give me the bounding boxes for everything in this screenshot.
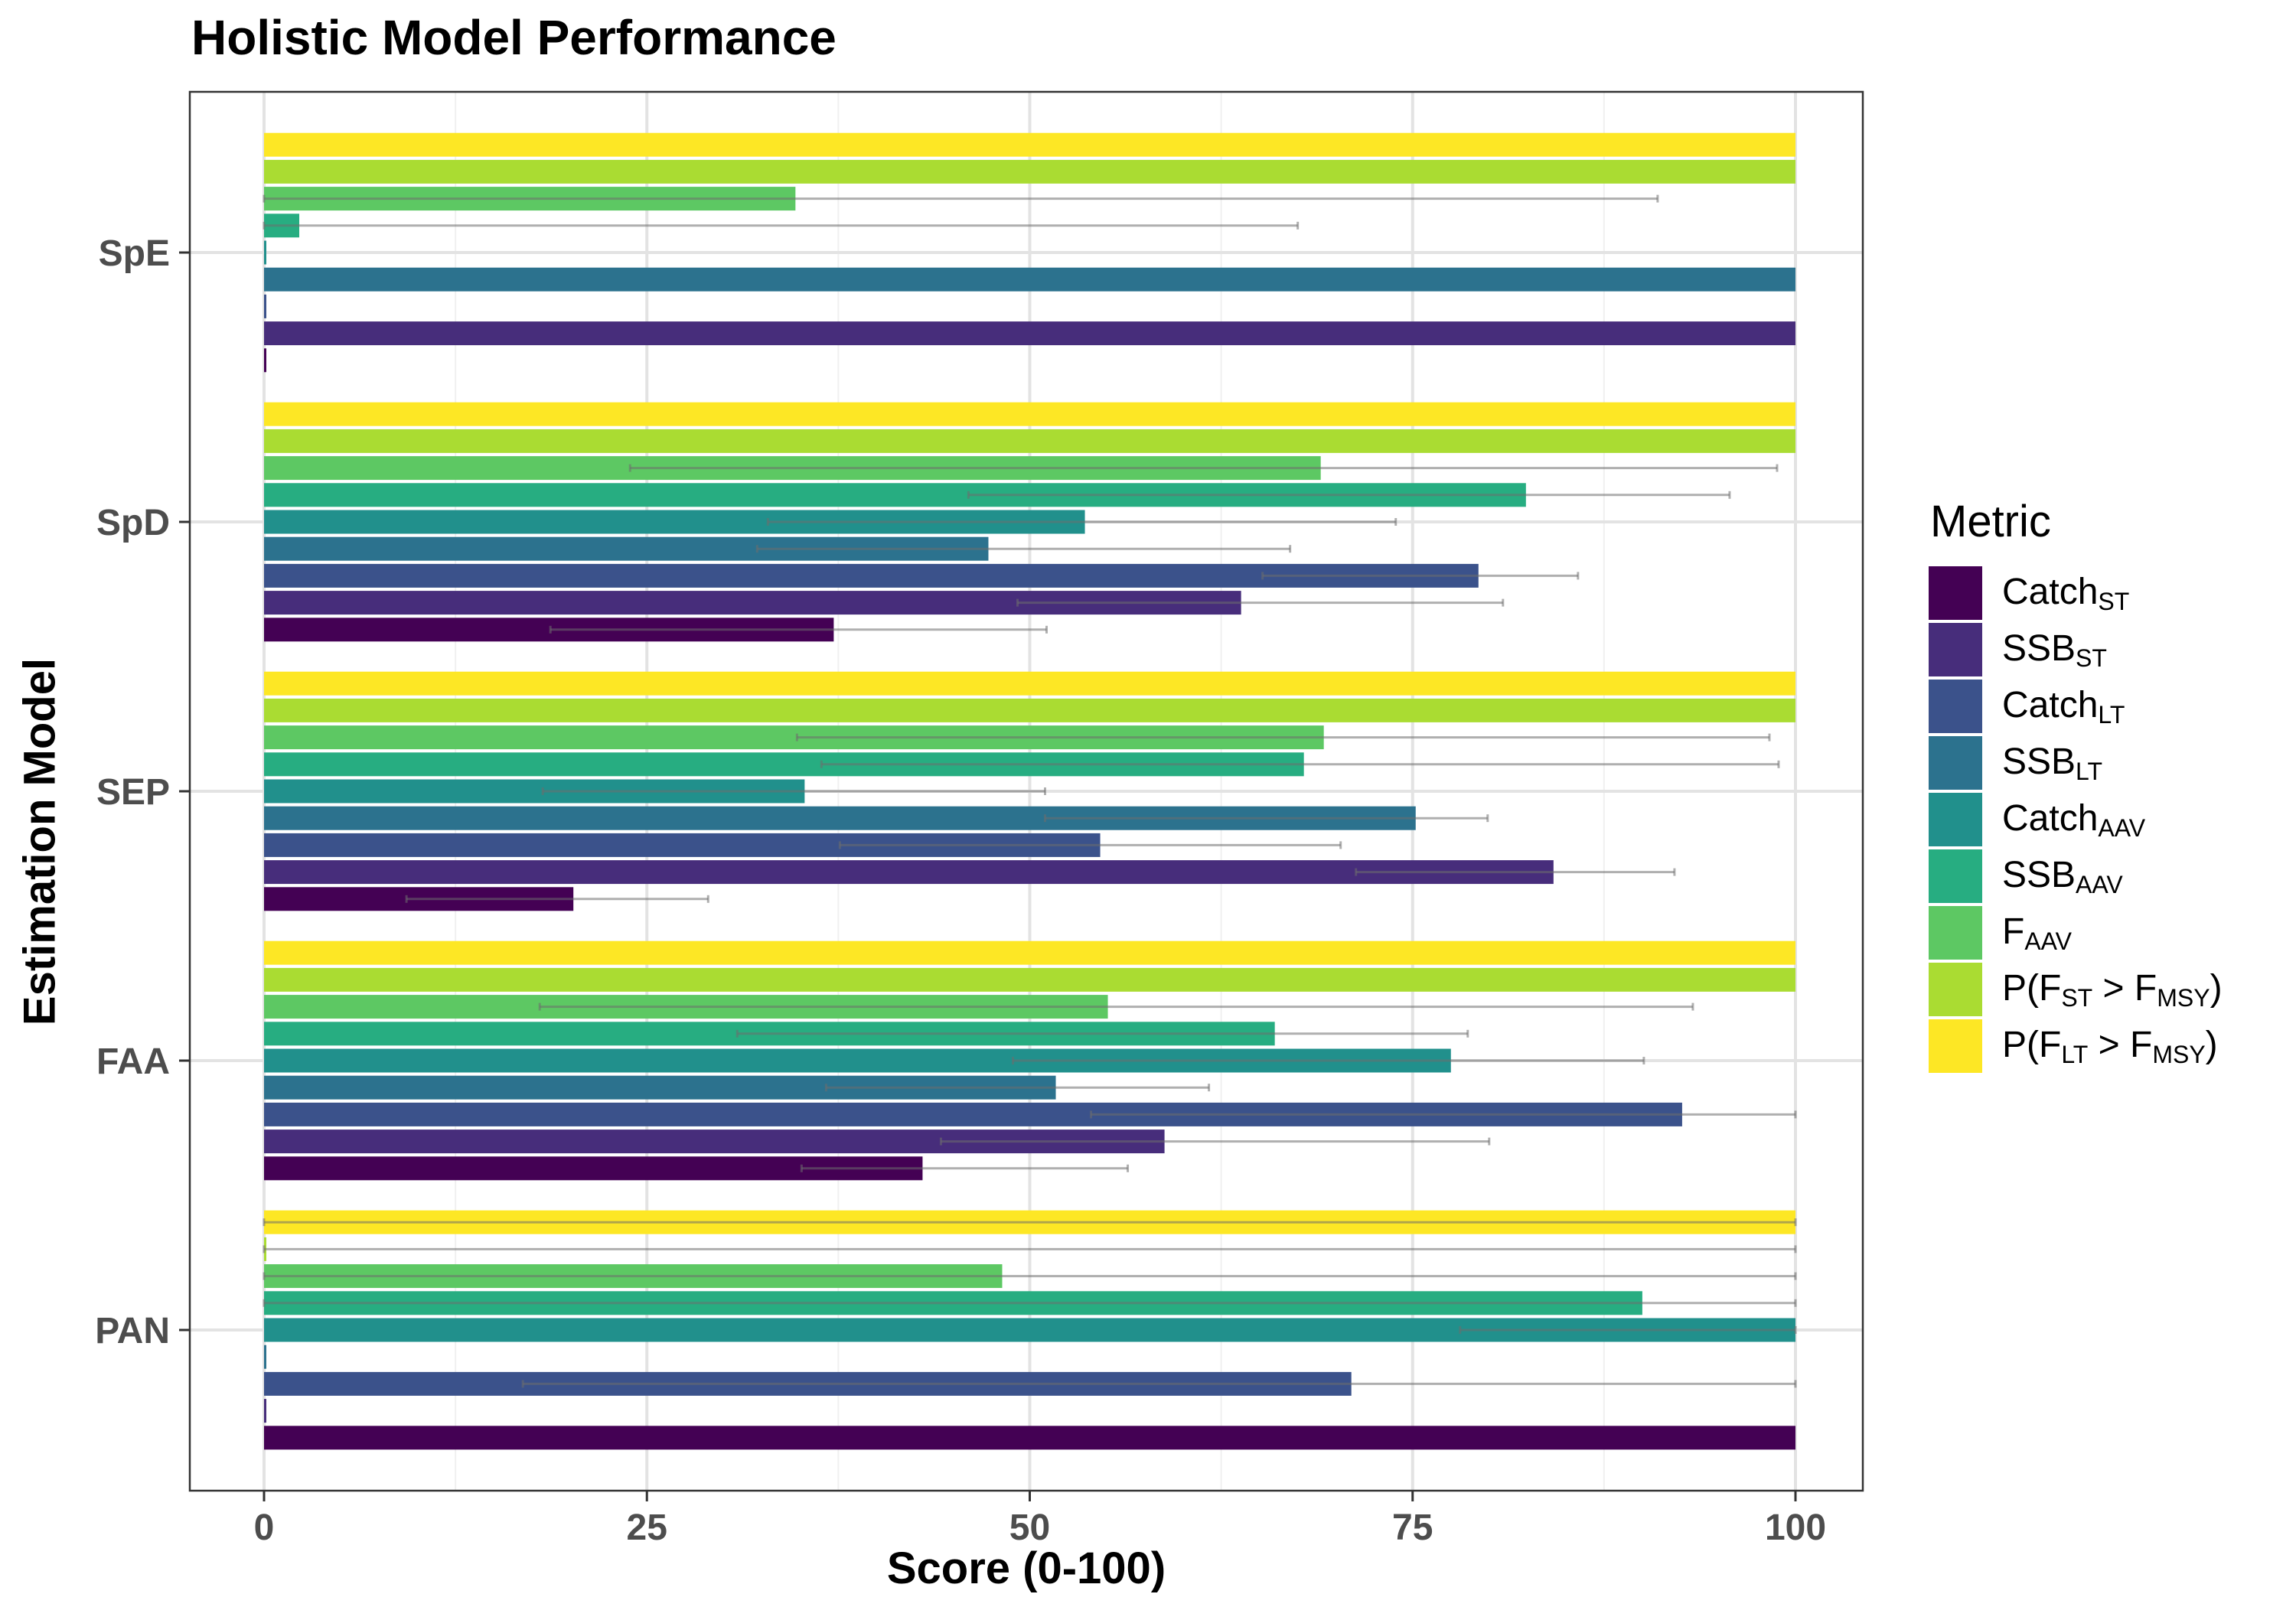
legend-label: FAAV (2002, 911, 2072, 955)
bar (264, 1345, 266, 1369)
legend-label: P(FST > FMSY) (2002, 967, 2223, 1012)
legend-label: SSBST (2002, 627, 2107, 672)
legend-label: P(FLT > FMSY) (2002, 1024, 2218, 1068)
bar (264, 402, 1795, 426)
legend-item: CatchAAV (1929, 792, 2223, 847)
legend-label: SSBLT (2002, 741, 2103, 785)
legend-items: CatchST SSBST CatchLT SSBLT CatchAAV SSBAAV FA… (1929, 566, 2223, 1074)
bar (264, 240, 266, 265)
x-tick-label: 75 (1392, 1508, 1433, 1548)
bar (264, 294, 266, 318)
bar (264, 1399, 266, 1423)
x-tick-label: 100 (1765, 1508, 1826, 1548)
legend-item: P(FST > FMSY) (1929, 962, 2223, 1017)
bar (264, 321, 1795, 346)
y-tick-label: SEP (96, 772, 170, 813)
legend-label: CatchAAV (2002, 797, 2146, 842)
bar (264, 348, 266, 373)
y-tick-label: SpD (96, 503, 170, 543)
chart-title: Holistic Model Performance (191, 10, 837, 65)
legend-swatch (1929, 906, 1982, 960)
y-tick-label: FAA (96, 1041, 170, 1082)
x-tick-label: 0 (254, 1508, 275, 1548)
legend-swatch (1929, 736, 1982, 790)
legend-swatch (1929, 566, 1982, 620)
legend-item: P(FLT > FMSY) (1929, 1019, 2223, 1074)
legend-swatch (1929, 849, 1982, 903)
bar (264, 429, 1795, 453)
legend-item: SSBAAV (1929, 849, 2223, 904)
legend-swatch (1929, 680, 1982, 733)
bar (264, 967, 1795, 992)
bar (264, 1426, 1795, 1450)
bar (264, 267, 1795, 292)
y-tick-label: SpE (99, 233, 170, 274)
y-tick-label: PAN (95, 1311, 170, 1351)
legend-item: CatchST (1929, 566, 2223, 621)
legend-item: FAAV (1929, 905, 2223, 960)
x-tick-label: 50 (1009, 1508, 1050, 1548)
legend-title: Metric (1930, 497, 2051, 546)
bar (264, 671, 1795, 696)
legend-item: SSBLT (1929, 735, 2223, 790)
legend-swatch (1929, 793, 1982, 846)
legend-swatch (1929, 623, 1982, 676)
legend-label: CatchST (2002, 571, 2130, 615)
x-tick-label: 25 (627, 1508, 667, 1548)
bar (264, 132, 1795, 157)
legend-swatch (1929, 1019, 1982, 1073)
legend: Metric CatchST SSBST CatchLT SSBLT CatchAAV S… (1929, 496, 2223, 1075)
legend-item: CatchLT (1929, 679, 2223, 734)
legend-label: SSBAAV (2002, 854, 2123, 898)
bar (264, 860, 1554, 885)
legend-item: SSBST (1929, 622, 2223, 677)
x-axis-label: Score (0-100) (886, 1543, 1166, 1593)
legend-swatch (1929, 963, 1982, 1016)
bar (264, 940, 1795, 965)
y-axis-label: Estimation Model (15, 657, 65, 1026)
bar (264, 698, 1795, 722)
legend-label: CatchLT (2002, 684, 2125, 729)
bar (264, 159, 1795, 184)
